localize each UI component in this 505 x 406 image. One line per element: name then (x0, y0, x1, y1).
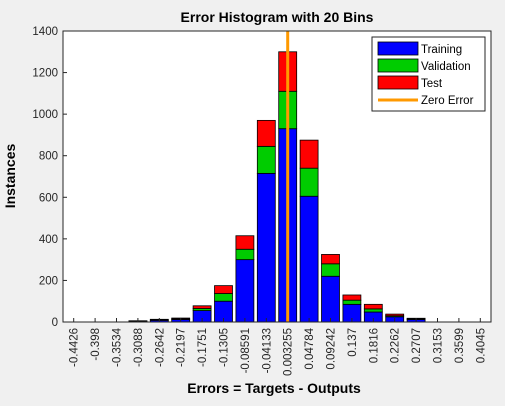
bar-training-11 (299, 195, 319, 323)
legend-swatch-validation (377, 58, 419, 73)
x-tick-label: -0.08591 (240, 328, 252, 373)
bar-training-8 (235, 259, 255, 323)
x-tick-label: 0.4045 (475, 328, 487, 363)
x-tick-label: 0.2707 (411, 328, 423, 363)
x-tick-label: -0.2642 (154, 328, 166, 367)
bar-test-15 (385, 313, 405, 317)
x-tick-label: 0.09242 (326, 328, 338, 370)
legend-swatch-training (377, 41, 419, 56)
bar-training-9 (256, 172, 276, 323)
legend-swatch-test (377, 75, 419, 90)
x-tick-label: -0.1305 (219, 328, 231, 367)
y-tick-label: 200 (39, 275, 58, 287)
x-tick-label: -0.1751 (197, 328, 209, 367)
bar-validation-9 (256, 145, 276, 174)
bar-test-9 (256, 119, 276, 147)
bar-test-7 (214, 285, 233, 294)
x-axis-label: Errors = Targets - Outputs (187, 380, 361, 396)
bar-test-13 (342, 294, 362, 301)
bar-validation-12 (321, 263, 340, 277)
x-tick-label: -0.4426 (69, 328, 81, 367)
y-tick-label: 1200 (32, 68, 58, 80)
plot-border (62, 30, 492, 323)
bar-test-8 (235, 235, 255, 250)
x-tick-label: -0.2197 (176, 328, 188, 367)
y-tick-label: 0 (52, 317, 58, 329)
bar-test-6 (192, 305, 212, 309)
x-tick-label: 0.04784 (304, 327, 316, 369)
bar-test-12 (321, 254, 340, 265)
x-tick-label: -0.3534 (112, 327, 124, 367)
x-tick-label: 0.3153 (433, 328, 445, 363)
x-tick-label: -0.04133 (261, 328, 273, 373)
x-tick-label: 0.1816 (368, 328, 380, 363)
x-tick-label: -0.3088 (133, 328, 145, 367)
bar-training-12 (321, 275, 340, 323)
bar-validation-13 (342, 299, 362, 305)
legend-label: Validation (421, 61, 471, 73)
x-tick-label: -0.398 (90, 328, 102, 361)
x-tick-label: 0.2262 (390, 328, 402, 363)
bar-validation-8 (235, 248, 255, 261)
legend-label: Zero Error (421, 95, 474, 107)
y-axis-label: Instances (2, 143, 18, 208)
y-tick-label: 400 (39, 234, 58, 246)
y-axis: 0 200 400 600 800 1000 1200 1400 (32, 26, 67, 329)
bar-validation-14 (363, 308, 383, 313)
y-tick-label: 1400 (32, 26, 58, 38)
x-tick-label: 0.003255 (283, 328, 295, 376)
y-tick-label: 600 (39, 192, 58, 204)
bar-validation-11 (299, 167, 319, 197)
chart-title: Error Histogram with 20 Bins (181, 9, 374, 25)
x-axis: -0.4426 -0.398 -0.3534 -0.3088 -0.2642 -0.219… (69, 318, 487, 376)
bar-validation-7 (214, 293, 233, 302)
legend-label: Test (421, 78, 443, 90)
legend-label: Training (421, 44, 462, 56)
bar-test-14 (363, 303, 383, 310)
x-tick-label: 0.3599 (454, 328, 466, 363)
bar-test-11 (299, 139, 319, 169)
legend: Training Validation Test Zero Error (371, 36, 486, 112)
y-tick-label: 800 (39, 151, 58, 163)
x-tick-label: 0.137 (347, 328, 359, 357)
y-tick-label: 1000 (32, 109, 58, 121)
